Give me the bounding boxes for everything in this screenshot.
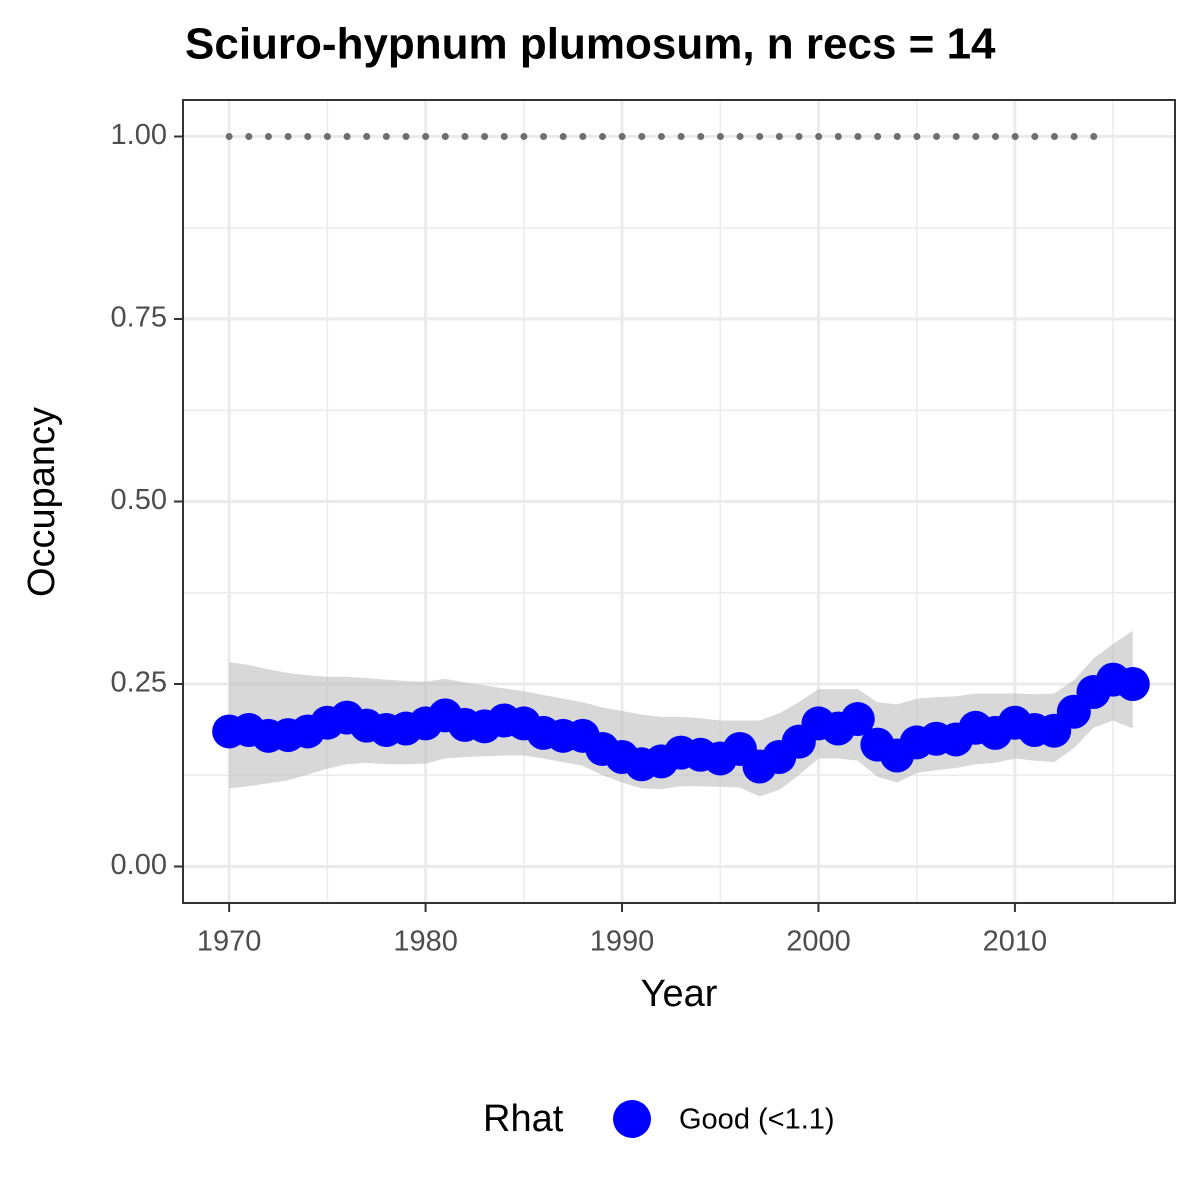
x-tick-label: 1980 <box>393 926 458 958</box>
y-tick-label: 0.75 <box>111 302 167 334</box>
y-tick-label: 0.25 <box>111 667 167 699</box>
y-tick-label: 0.50 <box>111 484 167 516</box>
y-tick-label: 0.00 <box>111 849 167 881</box>
y-axis-label: Occupancy <box>21 407 63 597</box>
x-tick-label: 1990 <box>590 926 655 958</box>
x-tick-label: 2010 <box>983 926 1048 958</box>
point <box>840 702 875 737</box>
point <box>1115 667 1150 701</box>
plot-border <box>182 99 1176 904</box>
legend-label: Good (<1.1) <box>679 1104 835 1136</box>
legend-title: Rhat <box>483 1098 564 1140</box>
x-axis-label: Year <box>641 973 718 1015</box>
x-tick-label: 2000 <box>786 926 851 958</box>
y-tick-label: 1.00 <box>111 119 167 151</box>
chart-title: Sciuro-hypnum plumosum, n recs = 14 <box>185 20 996 69</box>
x-tick-label: 1970 <box>197 926 262 958</box>
legend-key <box>613 1100 651 1138</box>
